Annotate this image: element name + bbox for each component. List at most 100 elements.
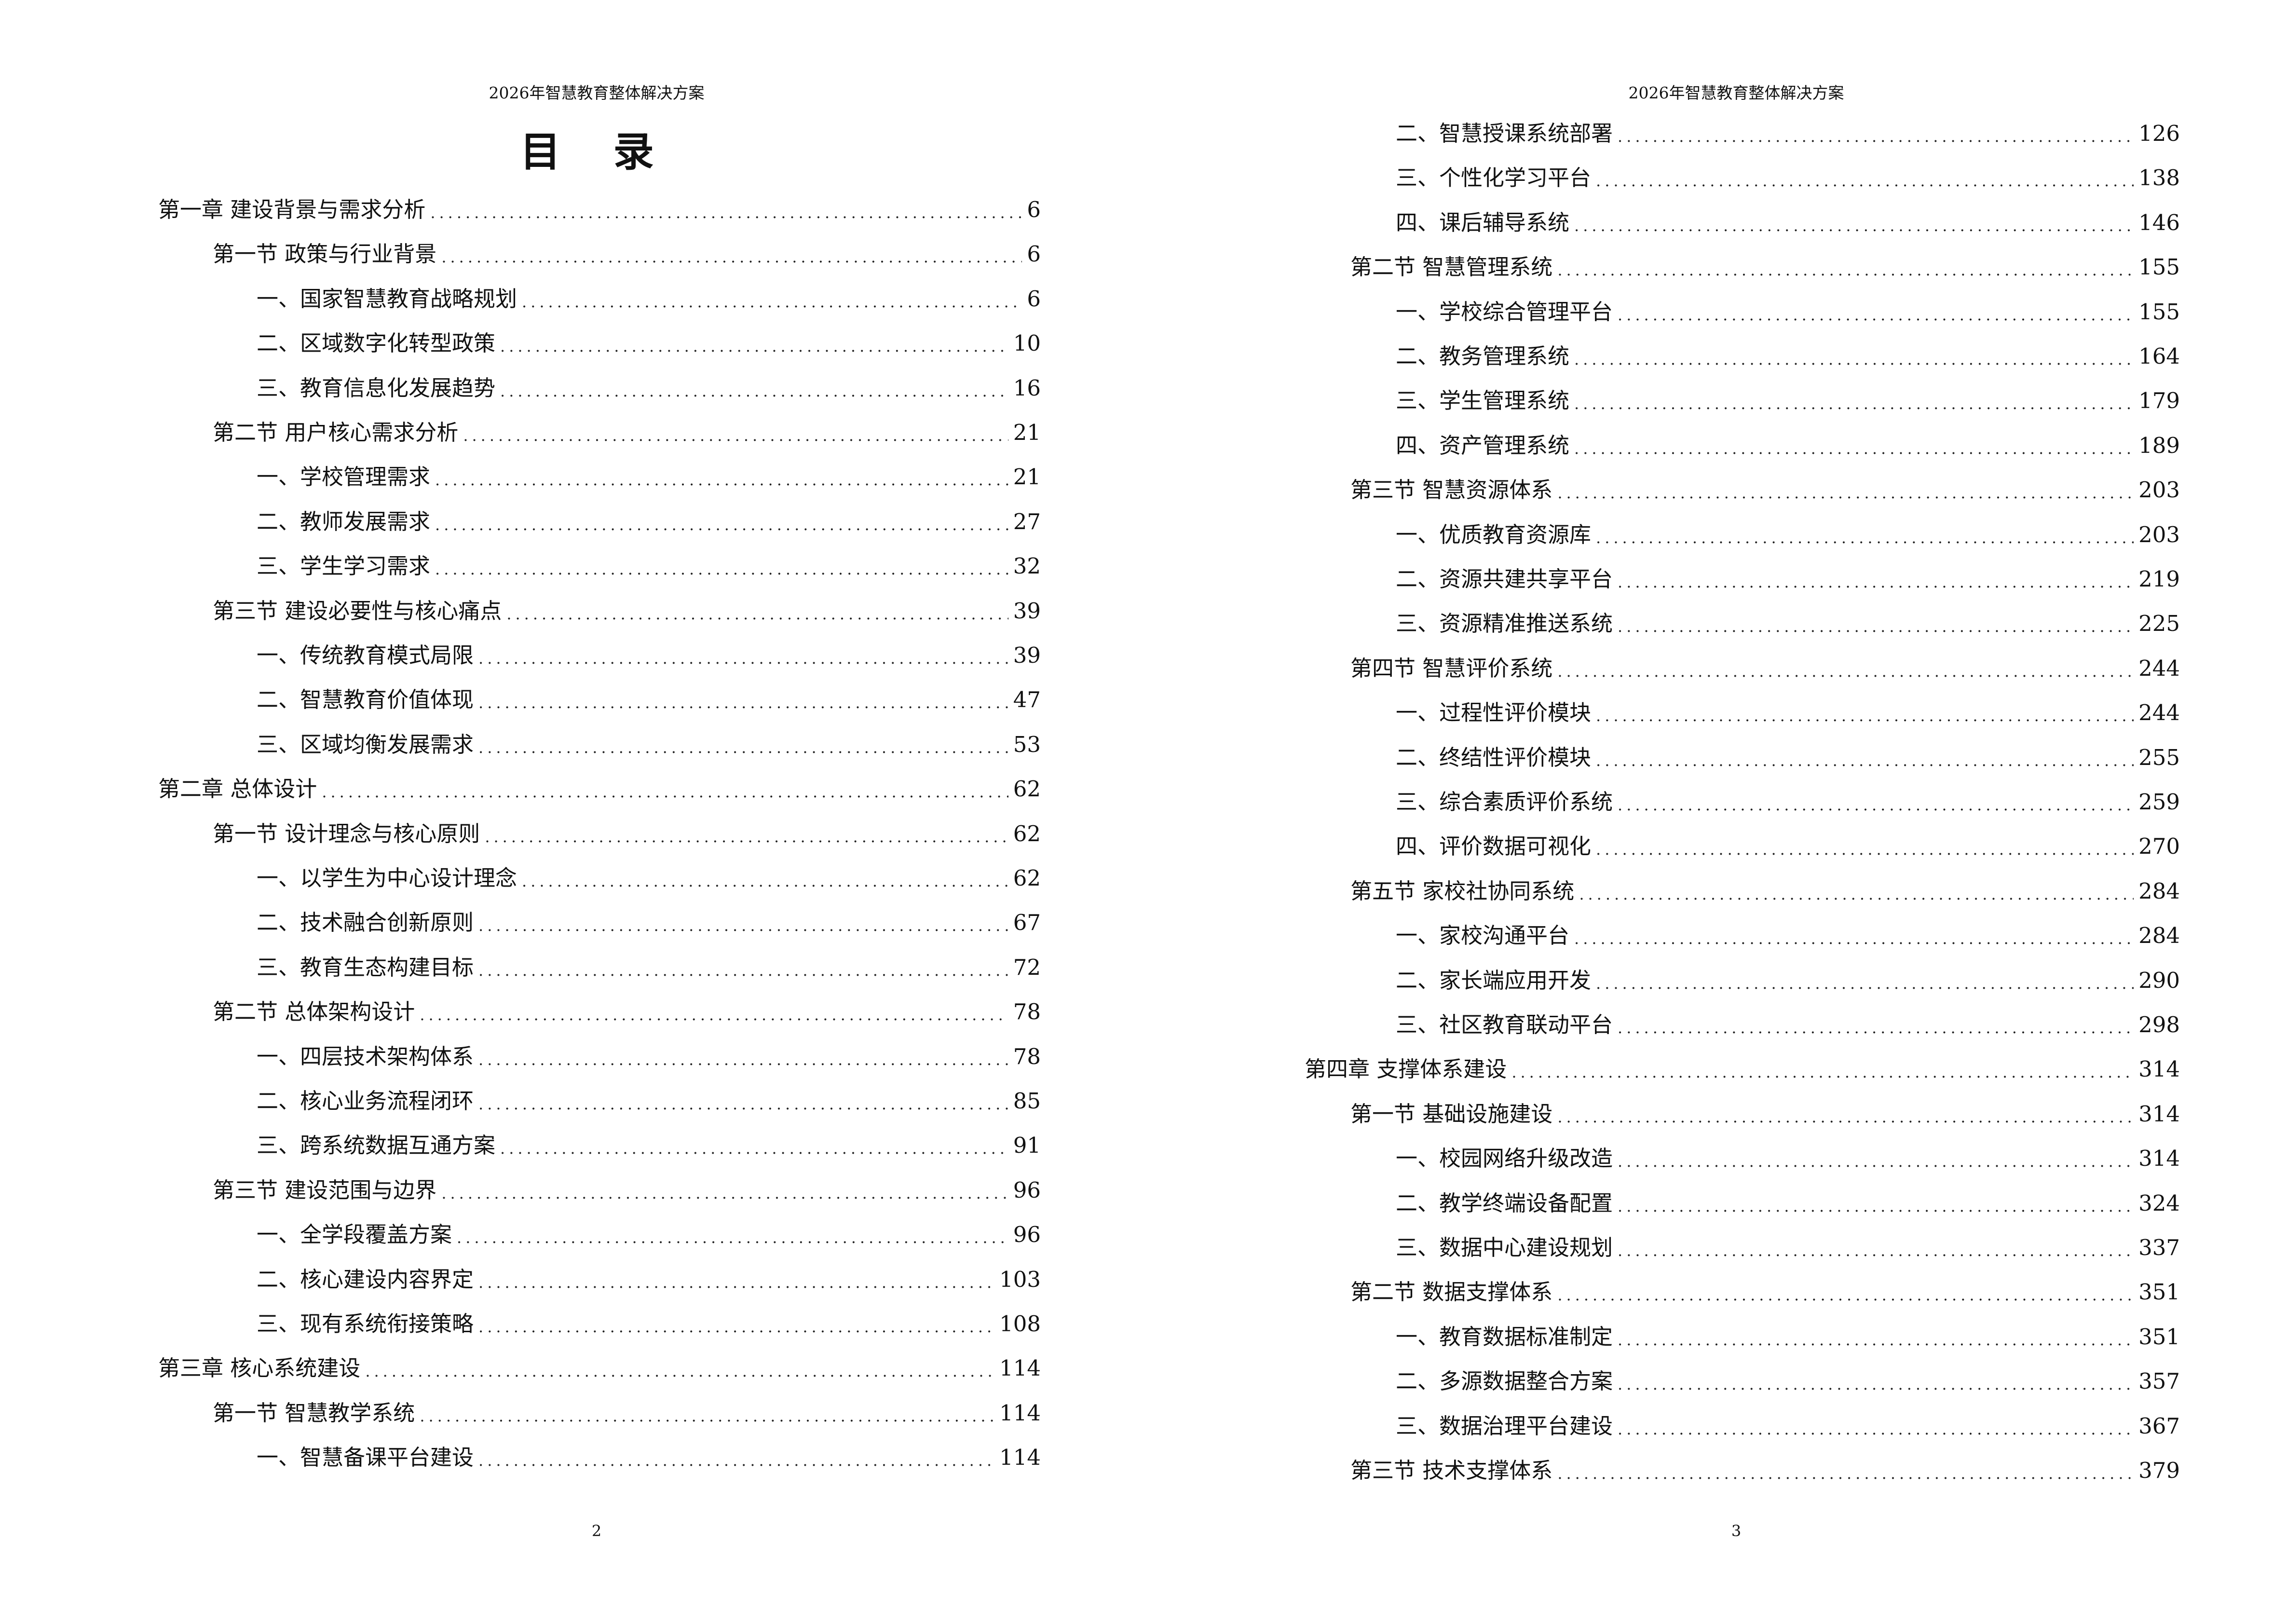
toc-entry-title: 三、跨系统数据互通方案 [257,1133,496,1159]
toc-entry[interactable]: 三、学生学习需求................................… [257,552,1041,581]
toc-entry[interactable]: 第四章 支撑体系建设..............................… [1305,1055,2180,1084]
toc-entry-page: 314 [2138,1056,2180,1082]
toc-entry[interactable]: 一、全学段覆盖方案...............................… [257,1220,1041,1249]
toc-entry[interactable]: 二、技术融合创新原则..............................… [257,908,1041,937]
toc-entry[interactable]: 第三章 核心系统建设..............................… [158,1354,1041,1383]
toc-entry[interactable]: 二、核心业务流程闭环..............................… [257,1087,1041,1116]
toc-entry[interactable]: 第二节 智慧管理系统..............................… [1350,253,2180,282]
toc-entry[interactable]: 二、资源共建共享平台..............................… [1396,565,2180,594]
toc-entry[interactable]: 三、数据治理平台建设..............................… [1396,1412,2180,1441]
dot-leader: ........................................… [1574,350,2134,368]
toc-entry[interactable]: 二、教师发展需求................................… [257,507,1041,536]
toc-entry-title: 第二节 数据支撑体系 [1350,1279,1553,1305]
toc-entry[interactable]: 第三节 技术支撑体系..............................… [1350,1456,2180,1485]
dot-leader: ........................................… [506,604,1008,623]
toc-entry[interactable]: 一、学校管理需求................................… [257,463,1041,491]
toc-entry-title: 三、学生管理系统 [1396,388,1570,414]
dot-leader: ........................................… [1618,1152,2134,1171]
dot-leader: ........................................… [1618,1330,2134,1349]
toc-entry-title: 三、社区教育联动平台 [1396,1012,1613,1037]
toc-entry[interactable]: 一、传统教育模式局限..............................… [257,641,1041,670]
toc-entry[interactable]: 三、数据中心建设规划..............................… [1396,1233,2180,1262]
toc-entry[interactable]: 第一节 基础设施建设..............................… [1350,1100,2180,1129]
toc-page-left: 2026年智慧教育整体解决方案 目 录 第一章 建设背景与需求分析.......… [158,83,1041,1540]
toc-entry[interactable]: 第四节 智慧评价系统..............................… [1350,654,2180,683]
toc-entry[interactable]: 第三节 建设必要性与核心痛点..........................… [213,597,1041,626]
toc-entry[interactable]: 一、教育数据标准制定..............................… [1396,1323,2180,1351]
toc-entry[interactable]: 三、现有系统衔接策略..............................… [257,1310,1041,1338]
toc-entry[interactable]: 四、课后辅导系统................................… [1396,208,2180,237]
toc-entry-page: 189 [2138,432,2180,458]
toc-entry[interactable]: 一、学校综合管理平台..............................… [1396,298,2180,327]
dot-leader: ........................................… [1596,528,2134,547]
toc-entry[interactable]: 四、评价数据可视化...............................… [1396,832,2180,861]
toc-entry[interactable]: 第一节 设计理念与核心原则...........................… [213,819,1041,848]
dot-leader: ........................................… [1574,216,2134,235]
dot-leader: ........................................… [322,783,1008,802]
toc-entry[interactable]: 第二节 总体架构设计..............................… [213,997,1041,1026]
toc-entry[interactable]: 一、以学生为中心设计理念............................… [257,864,1041,893]
toc-entry-title: 三、区域均衡发展需求 [257,731,474,757]
toc-entry-title: 第五节 家校社协同系统 [1350,878,1575,904]
dot-leader: ........................................… [463,426,1008,445]
dot-leader: ........................................… [1618,1019,2134,1037]
toc-entry-page: 32 [1013,553,1041,579]
toc-entry[interactable]: 二、教学终端设备配置..............................… [1396,1189,2180,1218]
toc-entry-title: 第四章 支撑体系建设 [1305,1056,1507,1082]
toc-entry[interactable]: 三、区域均衡发展需求..............................… [257,730,1041,759]
toc-entry[interactable]: 三、社区教育联动平台..............................… [1396,1010,2180,1039]
toc-entry[interactable]: 四、资产管理系统................................… [1396,431,2180,460]
toc-entry-page: 225 [2138,611,2180,637]
toc-entry[interactable]: 一、过程性评价模块...............................… [1396,698,2180,727]
toc-entry[interactable]: 二、区域数字化转型政策.............................… [257,329,1041,358]
dot-leader: ........................................… [1618,1197,2134,1215]
toc-entry[interactable]: 一、校园网络升级改造..............................… [1396,1144,2180,1173]
toc-entry[interactable]: 三、综合素质评价系统..............................… [1396,788,2180,817]
toc-entry[interactable]: 二、终结性评价模块...............................… [1396,743,2180,772]
toc-entry[interactable]: 二、多源数据整合方案..............................… [1396,1367,2180,1396]
toc-entry[interactable]: 第五节 家校社协同系统.............................… [1350,877,2180,906]
toc-entry-title: 二、区域数字化转型政策 [257,330,496,356]
toc-entry[interactable]: 一、优质教育资源库...............................… [1396,520,2180,549]
toc-entry[interactable]: 第一节 政策与行业背景.............................… [213,240,1041,269]
toc-entry[interactable]: 第三节 智慧资源体系..............................… [1350,476,2180,505]
toc-entry[interactable]: 二、核心建设内容界定..............................… [257,1265,1041,1294]
dot-leader: ........................................… [1618,1242,2134,1260]
toc-entry[interactable]: 三、教育信息化发展趋势.............................… [257,374,1041,403]
toc-entry[interactable]: 一、四层技术架构体系..............................… [257,1042,1041,1071]
toc-entry-page: 367 [2138,1413,2180,1439]
toc-entry-title: 四、课后辅导系统 [1396,209,1570,235]
dot-leader: ........................................… [1618,573,2134,591]
toc-entry-page: 6 [1027,197,1041,222]
toc-entry-page: 357 [2138,1368,2180,1394]
toc-entry[interactable]: 第二节 数据支撑体系..............................… [1350,1278,2180,1307]
toc-entry[interactable]: 第一节 智慧教学系统..............................… [213,1399,1041,1428]
toc-entry-title: 三、数据中心建设规划 [1396,1235,1613,1260]
toc-entry[interactable]: 一、国家智慧教育战略规划............................… [257,285,1041,314]
toc-entry[interactable]: 二、智慧授课系统部署..............................… [1396,119,2180,148]
toc-entry[interactable]: 第二章 总体设计................................… [158,775,1041,804]
dot-leader: ........................................… [435,471,1008,490]
dot-leader: ........................................… [430,204,1022,222]
toc-entry[interactable]: 一、智慧备课平台建设..............................… [257,1443,1041,1472]
page-number: 2 [591,1522,602,1540]
toc-entry[interactable]: 二、家长端应用开发...............................… [1396,966,2180,995]
dot-leader: ........................................… [420,1406,994,1425]
dot-leader: ........................................… [478,694,1008,712]
toc-entry[interactable]: 二、智慧教育价值体现..............................… [257,685,1041,714]
toc-entry[interactable]: 二、教务管理系统................................… [1396,342,2180,371]
toc-entry[interactable]: 三、教育生态构建目标..............................… [257,953,1041,982]
toc-entry[interactable]: 三、个性化学习平台...............................… [1396,164,2180,192]
toc-entry[interactable]: 一、家校沟通平台................................… [1396,921,2180,950]
toc-entry[interactable]: 第二节 用户核心需求分析............................… [213,418,1041,447]
dot-leader: ........................................… [1596,840,2134,859]
toc-entry[interactable]: 第三节 建设范围与边界.............................… [213,1176,1041,1205]
toc-entry-title: 二、家长端应用开发 [1396,967,1592,993]
toc-entry-title: 一、校园网络升级改造 [1396,1146,1613,1172]
toc-entry-title: 第一节 政策与行业背景 [213,241,437,267]
toc-entry[interactable]: 三、跨系统数据互通方案.............................… [257,1131,1041,1160]
toc-entry[interactable]: 三、学生管理系统................................… [1396,386,2180,415]
toc-entry-title: 第三章 核心系统建设 [158,1355,361,1381]
toc-entry[interactable]: 三、资源精准推送系统..............................… [1396,609,2180,638]
toc-entry[interactable]: 第一章 建设背景与需求分析...........................… [158,195,1041,224]
